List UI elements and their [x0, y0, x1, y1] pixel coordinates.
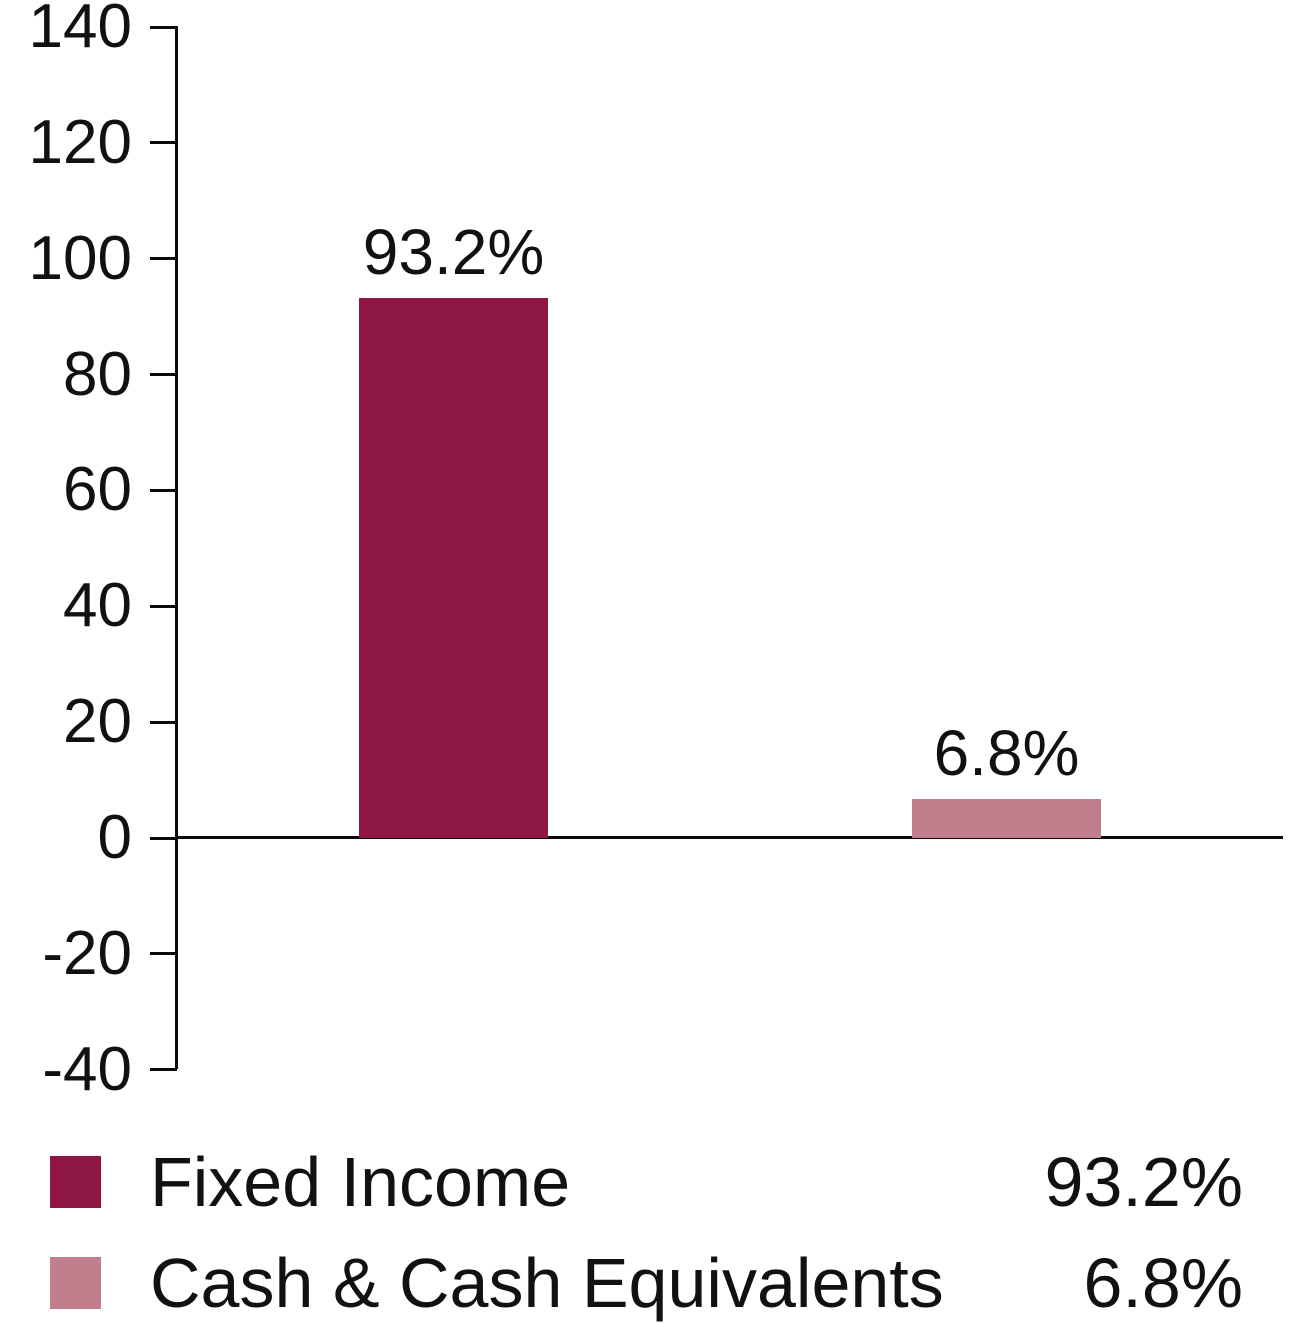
legend-value-fixed-income: 93.2% [1044, 1143, 1243, 1221]
y-axis-tick [150, 604, 177, 608]
y-axis-tick-label: 60 [63, 455, 132, 525]
legend-label-cash-equivalents: Cash & Cash Equivalents [150, 1244, 944, 1322]
y-axis-tick-label: -40 [42, 1034, 132, 1104]
y-axis-tick [150, 141, 177, 145]
legend-label-fixed-income: Fixed Income [150, 1143, 571, 1221]
bar-value-label: 93.2% [362, 216, 545, 289]
x-axis-baseline [175, 836, 1283, 839]
legend-swatch-cash-equivalents [50, 1257, 101, 1309]
y-axis-tick [150, 836, 177, 840]
legend-item-fixed-income: Fixed Income 93.2% [50, 1147, 1243, 1217]
y-axis-tick-label: 40 [63, 571, 132, 641]
y-axis-tick [150, 373, 177, 377]
y-axis-tick-label: 140 [28, 0, 132, 61]
y-axis-tick [150, 720, 177, 724]
bar-cash-cash-equivalents [912, 798, 1101, 838]
y-axis-tick-label: -20 [42, 918, 132, 988]
y-axis-tick [150, 257, 177, 261]
y-axis-tick [150, 25, 177, 29]
bar-fixed-income [359, 298, 548, 838]
y-axis-tick-label: 20 [63, 687, 132, 757]
y-axis-tick-label: 80 [63, 339, 132, 409]
y-axis-tick [150, 488, 177, 492]
legend-value-cash-equivalents: 6.8% [1083, 1244, 1243, 1322]
legend-swatch-fixed-income [50, 1156, 101, 1208]
legend-item-cash-equivalents: Cash & Cash Equivalents 6.8% [50, 1248, 1243, 1318]
y-axis-tick-label: 0 [97, 803, 132, 872]
bar-value-label: 6.8% [933, 716, 1080, 789]
y-axis-line [175, 26, 178, 1069]
y-axis-tick [150, 952, 177, 956]
y-axis-tick-label: 100 [28, 223, 132, 293]
y-axis-tick [150, 1068, 177, 1072]
y-axis-tick-label: 120 [28, 107, 132, 177]
